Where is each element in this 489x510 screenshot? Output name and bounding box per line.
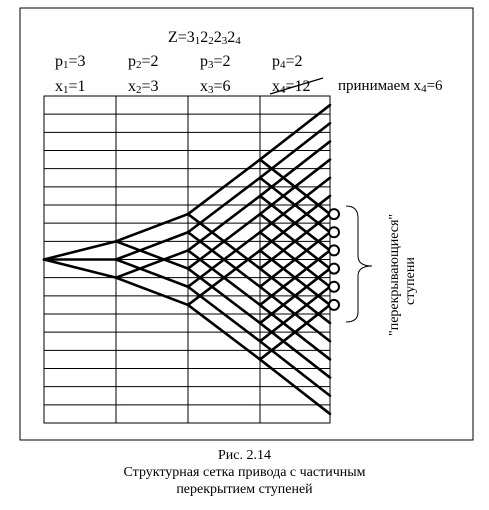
transmission-ray — [186, 249, 262, 307]
transmission-ray — [114, 230, 190, 261]
transmission-ray — [42, 240, 118, 261]
transmission-ray — [186, 158, 262, 216]
transmission-ray — [114, 249, 190, 279]
p3-label: p3=2 — [200, 53, 231, 71]
transmission-ray — [258, 249, 332, 307]
overlap-marker — [328, 226, 340, 239]
overlap-marker — [328, 208, 340, 221]
transmission-ray — [114, 258, 190, 289]
transmission-ray — [258, 121, 332, 180]
p4-label: p4=2 — [272, 53, 303, 71]
x1-label: x1=1 — [55, 78, 86, 96]
figure-caption-line2: перекрытием ступеней — [176, 482, 313, 497]
overlapping-steps-label: "перекрывающиеся" — [387, 214, 402, 336]
transmission-ray — [258, 358, 332, 416]
transmission-ray — [42, 258, 118, 279]
transmission-ray — [258, 176, 332, 234]
ray-network — [42, 103, 332, 416]
transmission-ray — [114, 276, 190, 307]
accepted-x4-note: принимаем x4=6 — [338, 78, 443, 95]
p1-label: p1=3 — [55, 53, 86, 71]
figure-number: Рис. 2.14 — [218, 448, 271, 463]
p2-label: p2=2 — [128, 53, 159, 71]
transmission-ray — [114, 212, 190, 243]
overlap-marker — [328, 298, 340, 311]
x3-label: x3=6 — [200, 78, 231, 96]
steps-label: ступени — [403, 257, 418, 305]
transmission-ray — [186, 303, 262, 361]
transmission-ray — [114, 240, 190, 270]
transmission-ray — [186, 176, 262, 234]
overlap-brace — [345, 205, 373, 323]
diagram-frame — [19, 7, 474, 441]
transmission-ray — [186, 230, 262, 289]
group-labels: p1=3 x1=1 p2=2 x2=3 p3=2 x3=6 p4=2 x4=12… — [55, 53, 443, 96]
transmission-ray — [258, 194, 332, 252]
overlap-markers — [328, 208, 340, 311]
transmission-ray — [258, 303, 332, 361]
transmission-ray — [258, 140, 332, 198]
overlap-marker — [328, 280, 340, 293]
x4-strike-line — [269, 77, 324, 95]
transmission-ray — [186, 194, 262, 252]
overlap-marker — [328, 262, 340, 275]
x2-label: x2=3 — [128, 78, 159, 96]
formula: Z=31222324 — [168, 29, 241, 47]
transmission-ray — [258, 103, 332, 161]
figure-caption-line1: Структурная сетка привода с частичным — [123, 465, 366, 480]
overlap-marker — [328, 244, 340, 257]
